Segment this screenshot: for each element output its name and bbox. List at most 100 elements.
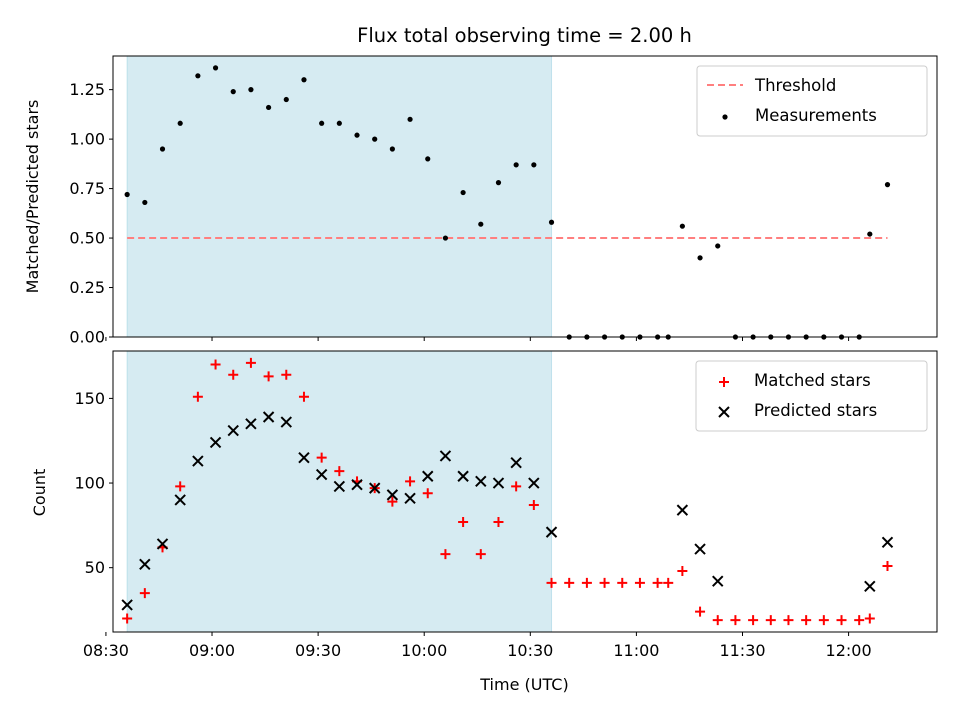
data-point	[386, 489, 399, 501]
data-point	[368, 482, 381, 494]
data-point	[174, 494, 186, 506]
legend-label: Predicted stars	[754, 401, 877, 420]
data-point	[405, 476, 416, 487]
observing-window-band	[126, 350, 553, 633]
data-point	[228, 369, 239, 380]
data-point	[315, 468, 328, 481]
x-tick-label: 09:30	[295, 641, 341, 660]
data-point	[460, 189, 466, 196]
data-point	[677, 566, 688, 577]
data-point	[528, 477, 540, 489]
data-point	[139, 588, 150, 599]
data-point	[836, 615, 847, 626]
data-point	[209, 436, 222, 449]
data-point	[679, 223, 685, 229]
data-point	[548, 219, 555, 225]
data-point	[266, 104, 272, 111]
data-point	[248, 87, 254, 93]
legend-label: Threshold	[754, 76, 836, 95]
data-point	[531, 162, 537, 168]
data-point	[748, 615, 759, 626]
data-point	[319, 120, 325, 126]
data-point	[695, 606, 706, 617]
data-point	[694, 543, 706, 555]
data-point	[177, 120, 183, 126]
x-tick-label: 08:30	[83, 641, 129, 660]
x-tick-label: 11:00	[613, 641, 659, 660]
data-point	[280, 416, 292, 428]
data-point	[475, 549, 486, 560]
data-point	[457, 470, 469, 482]
data-point	[175, 481, 186, 492]
y-tick-label: 150	[74, 389, 105, 408]
y-tick-label: 0.75	[69, 179, 105, 198]
data-point	[882, 560, 893, 571]
data-point	[389, 146, 395, 152]
x-tick-label: 10:00	[401, 641, 447, 660]
data-point	[440, 549, 451, 560]
data-point	[712, 575, 724, 587]
counts-panel: 50 100 150 08:30 09:00 09:30 10:00 10:30 11:00 11…	[74, 350, 938, 660]
data-point	[492, 477, 505, 489]
data-point	[245, 357, 256, 368]
measurements-panel: 0.00 0.25 0.50 0.75 1.00 1.25 Threshold Measure…	[69, 55, 938, 347]
legend-label: Measurements	[755, 106, 877, 125]
x-tick-label: 09:00	[189, 641, 235, 660]
legend: Threshold Measurements	[696, 65, 928, 137]
data-point	[881, 536, 894, 548]
data-point	[372, 136, 378, 142]
data-point	[351, 479, 363, 491]
data-point	[387, 496, 398, 507]
data-point	[715, 243, 721, 249]
data-point	[404, 492, 416, 504]
data-point	[510, 457, 522, 469]
data-point	[263, 371, 274, 382]
data-point	[230, 89, 236, 95]
y-tick-label: 0.25	[69, 278, 105, 297]
data-point	[439, 450, 452, 462]
data-point	[599, 577, 610, 588]
data-point	[676, 504, 689, 516]
data-point	[801, 615, 812, 626]
data-point	[122, 613, 133, 624]
axes-frame	[112, 350, 938, 633]
data-point	[407, 116, 413, 122]
data-point	[298, 391, 309, 402]
legend-box	[696, 65, 928, 137]
y-tick-label: 0.50	[69, 229, 105, 248]
data-point	[210, 359, 221, 370]
data-point	[212, 65, 219, 71]
data-point	[697, 255, 703, 261]
data-point	[334, 466, 345, 477]
data-point	[422, 470, 434, 482]
y-tick-label: 50	[85, 558, 105, 577]
data-point	[495, 180, 502, 186]
axes-frame	[112, 55, 938, 338]
data-point	[458, 516, 469, 527]
data-point	[156, 538, 169, 550]
x-tick-label: 11:30	[719, 641, 765, 660]
chart-title: Flux total observing time = 2.00 h	[357, 24, 692, 47]
data-point	[442, 235, 449, 241]
data-point	[545, 526, 558, 538]
x-tick-label: 12:00	[826, 641, 872, 660]
data-point	[422, 488, 433, 499]
legend-swatch	[722, 114, 728, 120]
data-point	[765, 615, 776, 626]
top-y-axis-label: Matched/Predicted stars	[23, 100, 42, 294]
data-point	[564, 577, 575, 588]
data-point	[159, 146, 166, 152]
data-point	[121, 599, 133, 611]
legend: Matched stars Predicted stars	[695, 360, 928, 432]
data-point	[783, 615, 794, 626]
data-point	[478, 221, 484, 227]
data-point	[634, 577, 645, 588]
data-point	[298, 451, 310, 464]
data-point	[663, 577, 674, 588]
data-point	[493, 516, 504, 527]
data-point	[513, 162, 519, 168]
data-point	[652, 577, 663, 588]
data-point	[617, 577, 628, 588]
data-point	[245, 418, 257, 430]
data-point	[283, 96, 289, 103]
